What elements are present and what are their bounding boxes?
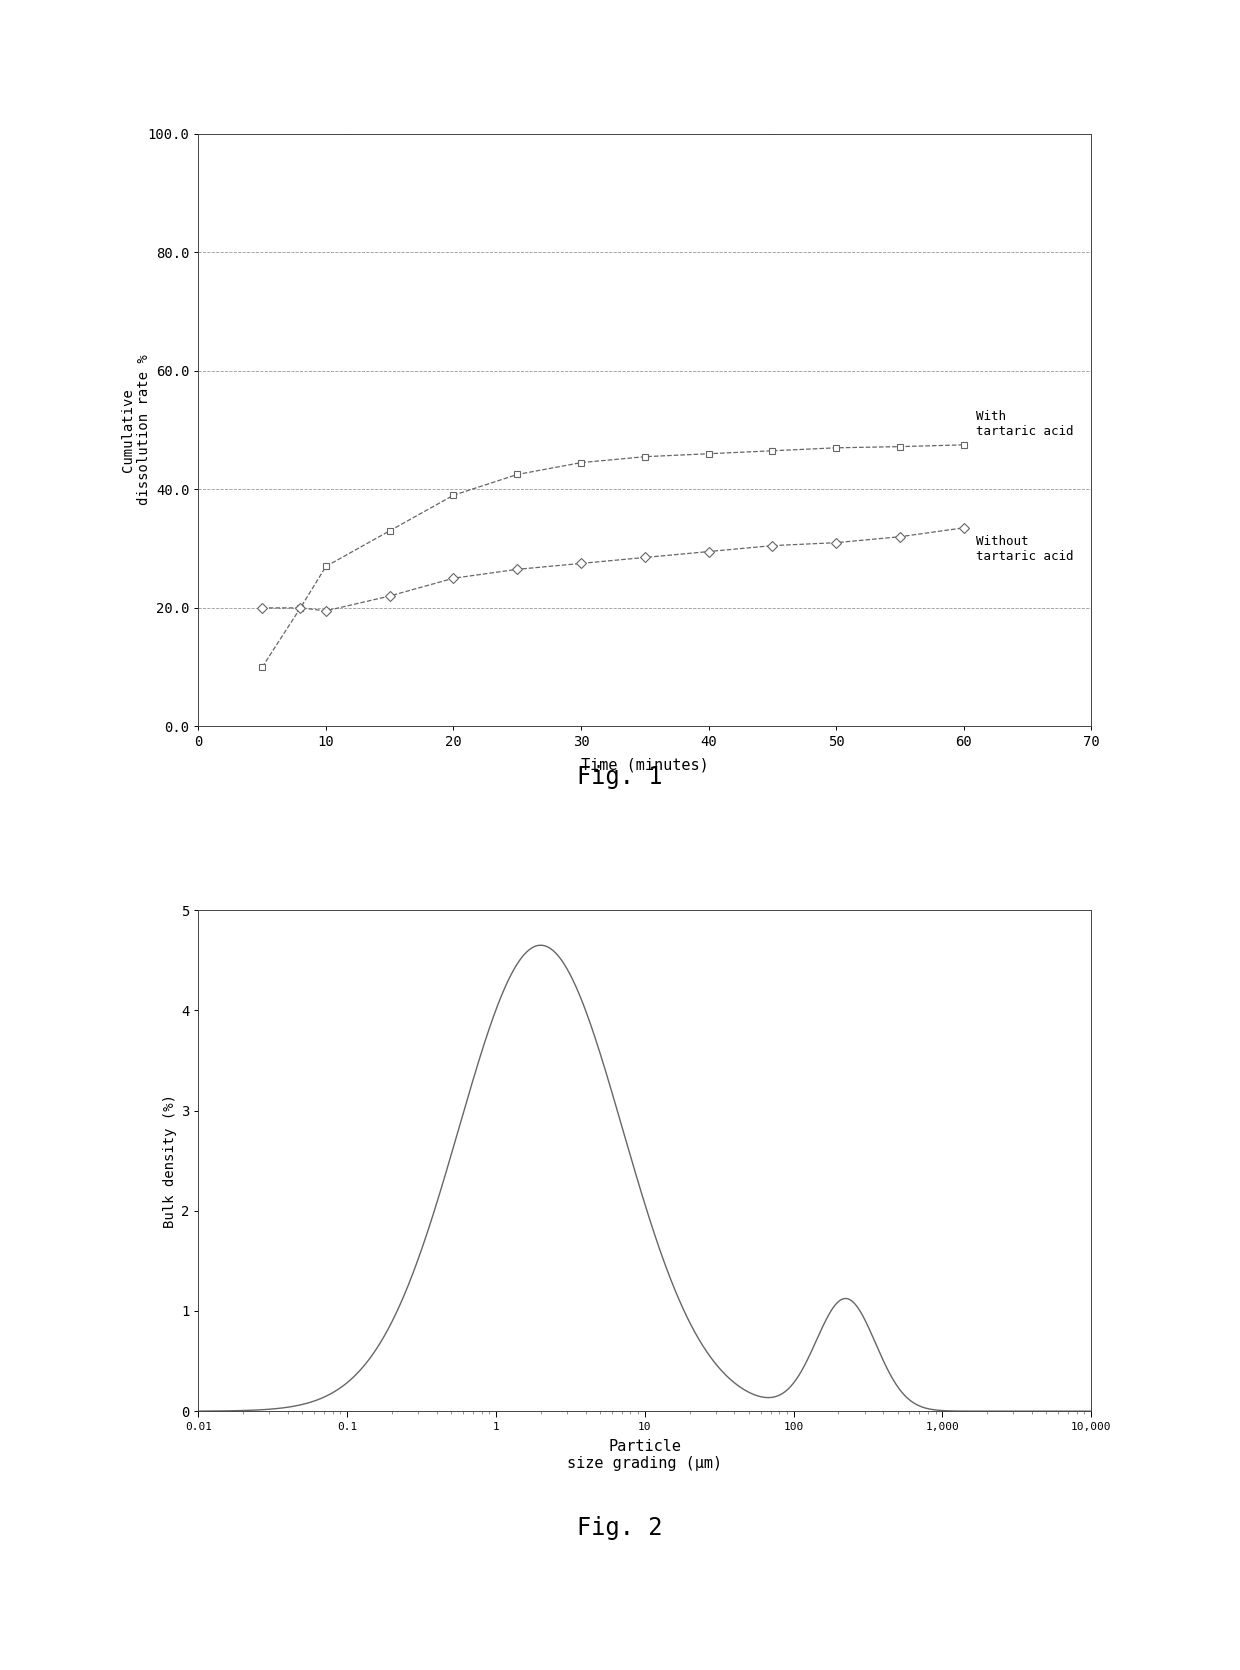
- X-axis label: Particle
size grading (μm): Particle size grading (μm): [567, 1438, 723, 1471]
- Y-axis label: Bulk density (%): Bulk density (%): [162, 1094, 177, 1227]
- Text: Fig. 2: Fig. 2: [578, 1516, 662, 1540]
- Text: Without
tartaric acid: Without tartaric acid: [976, 534, 1074, 563]
- Y-axis label: Cumulative
dissolution rate %: Cumulative dissolution rate %: [122, 354, 151, 506]
- Text: Fig. 1: Fig. 1: [578, 765, 662, 788]
- X-axis label: Time (minutes): Time (minutes): [580, 758, 709, 773]
- Text: With
tartaric acid: With tartaric acid: [976, 411, 1074, 438]
